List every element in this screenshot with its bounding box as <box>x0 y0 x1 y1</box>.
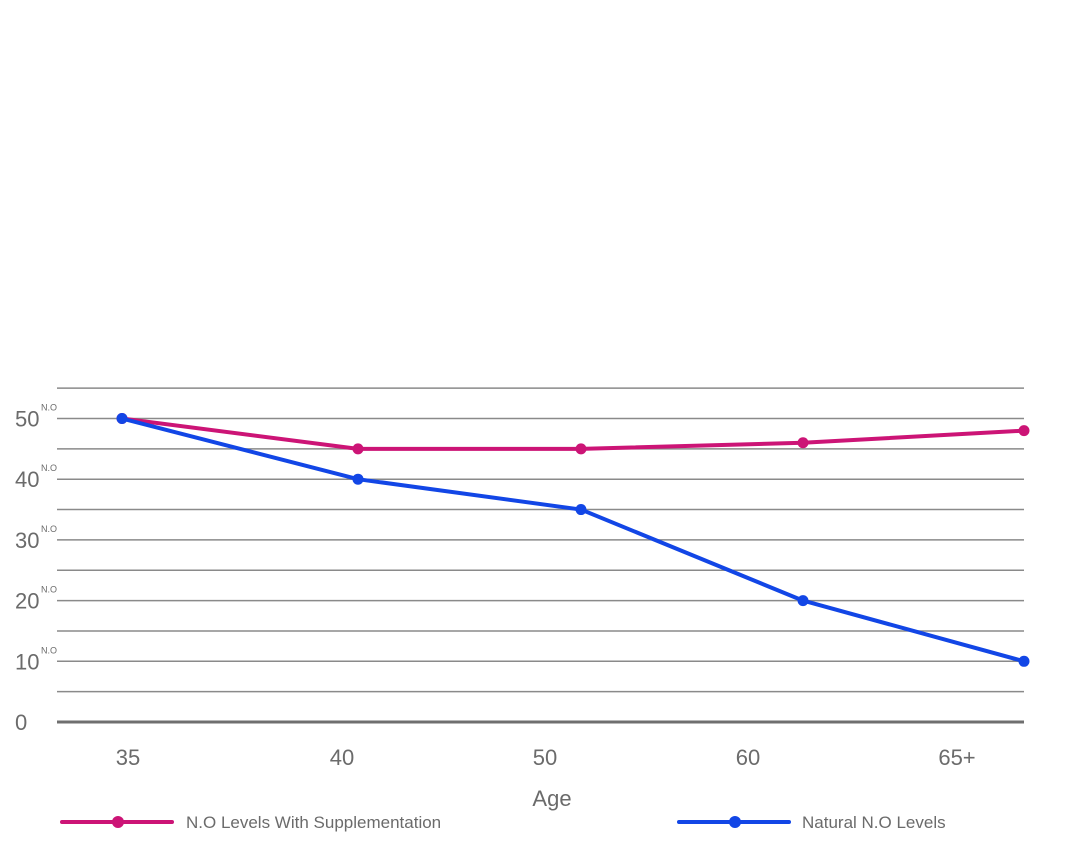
legend-label: Natural N.O Levels <box>802 813 946 832</box>
y-tick-label: 10 <box>15 649 39 674</box>
data-point <box>116 413 128 424</box>
legend-swatch-point <box>112 816 124 828</box>
y-tick-label: 20 <box>15 589 39 614</box>
y-tick-label: 0 <box>15 710 27 735</box>
y-tick-unit: N.O <box>41 524 57 534</box>
data-point <box>575 443 587 455</box>
y-tick-unit: N.O <box>41 645 57 655</box>
series-line <box>120 416 1026 451</box>
legend: N.O Levels With Supplementation Natural N… <box>60 813 946 832</box>
legend-swatch-point <box>729 816 741 828</box>
legend-label: N.O Levels With Supplementation <box>186 813 441 832</box>
x-tick-label: 40 <box>330 745 354 770</box>
x-tick-label: 60 <box>736 745 760 770</box>
y-tick-label: 30 <box>15 528 39 553</box>
gridlines <box>57 387 1024 724</box>
data-point <box>797 595 809 607</box>
x-axis-ticks: 35 40 50 60 65+ <box>116 745 976 770</box>
legend-item-n-o-levels-with-supplementation: N.O Levels With Supplementation <box>60 813 441 832</box>
y-tick-label: 40 <box>15 467 39 492</box>
y-tick-unit: N.O <box>41 585 57 595</box>
y-axis-ticks: 010 N.O20 N.O30 N.O40 N.O50 N.O <box>15 403 57 736</box>
data-point <box>352 473 364 485</box>
data-point <box>1018 425 1030 437</box>
x-tick-label: 65+ <box>938 745 975 770</box>
data-point <box>352 443 364 455</box>
series-natural-n-o-levels <box>116 413 1030 667</box>
data-point <box>575 504 587 516</box>
legend-item-natural-n-o-levels: Natural N.O Levels <box>677 813 946 832</box>
data-point <box>1018 655 1030 667</box>
x-tick-label: 35 <box>116 745 140 770</box>
data-point <box>797 437 809 449</box>
y-tick-unit: N.O <box>41 463 57 473</box>
y-tick-label: 50 <box>15 407 39 432</box>
x-axis-title: Age <box>532 786 571 811</box>
y-tick-unit: N.O <box>41 403 57 413</box>
series <box>116 413 1030 667</box>
x-tick-label: 50 <box>533 745 557 770</box>
